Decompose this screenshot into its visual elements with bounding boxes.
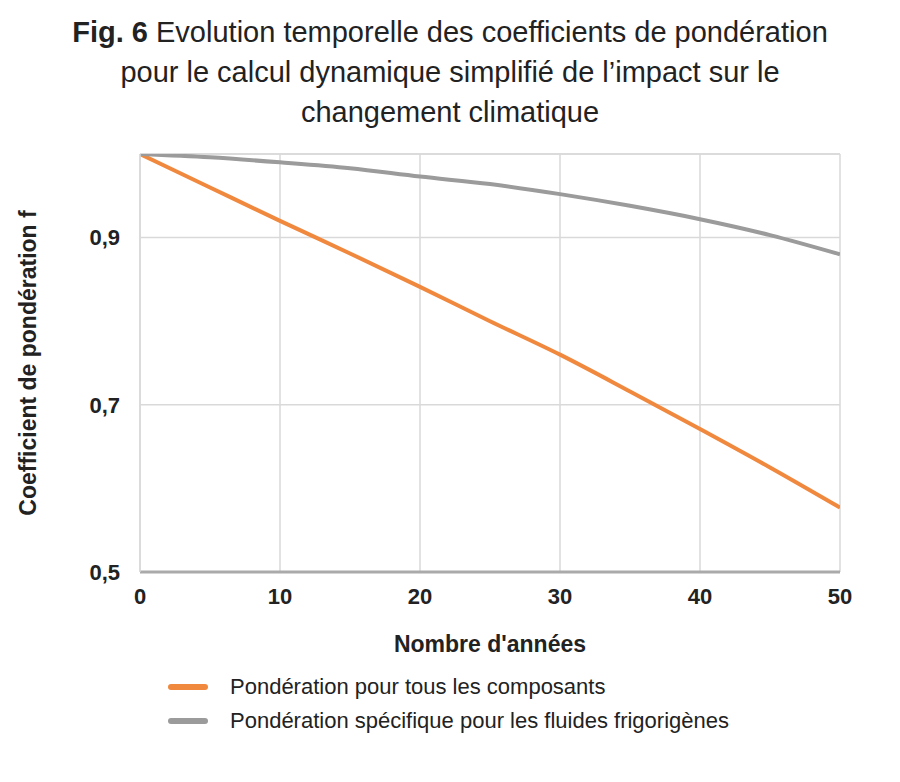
html-text:Pondération pour tous les comp: Pondération pour tous les composants [230,674,606,699]
svg-text:30: 30 [548,584,572,609]
html-text:Pondération spécifique pour le: Pondération spécifique pour les fluides … [230,708,729,733]
svg-text:0,5: 0,5 [89,560,120,585]
svg-text:Nombre d'années: Nombre d'années [394,631,586,652]
svg-text:10: 10 [268,584,292,609]
svg-text:20: 20 [408,584,432,609]
svg-text:0,9: 0,9 [89,225,120,250]
svg-text:Coefficient de pondération f: Coefficient de pondération f [15,210,41,516]
html-text:Fig. 6 Evolution temporelle de: Fig. 6 Evolution temporelle des coeffici… [72,16,828,128]
svg-text:50: 50 [828,584,852,609]
svg-text:0: 0 [134,584,146,609]
svg-text:0,7: 0,7 [89,393,120,418]
svg-text:40: 40 [688,584,712,609]
